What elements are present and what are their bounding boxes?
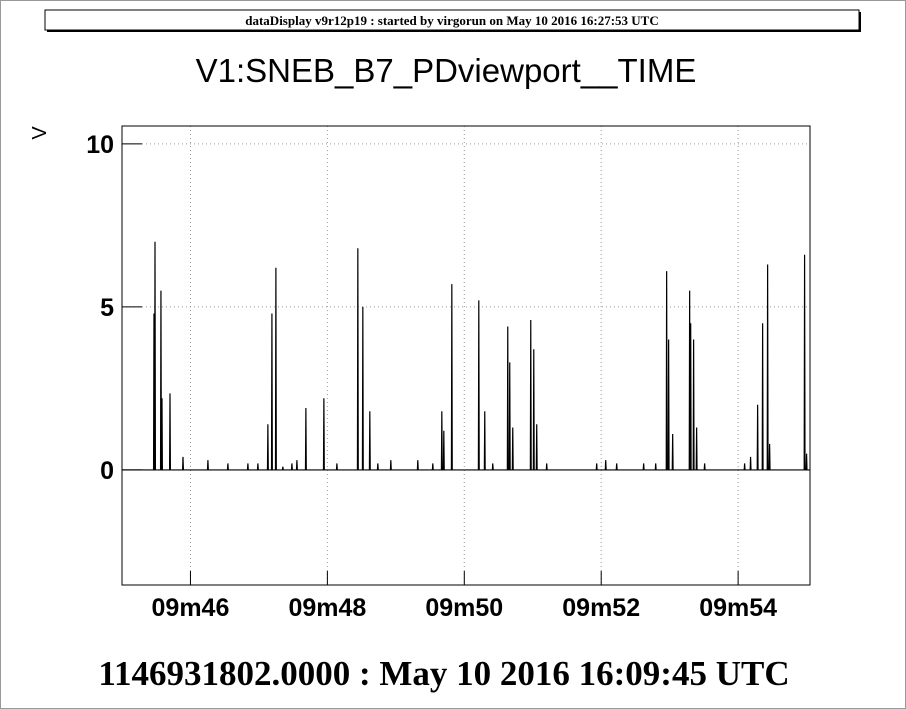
x-axis-label: 1146931802.0000 : May 10 2016 16:09:45 U… <box>98 654 789 693</box>
x-tick-label: 09m54 <box>699 594 777 622</box>
data-line <box>122 241 810 471</box>
header-text: dataDisplay v9r12p19 : started by virgor… <box>245 13 658 28</box>
chart-title: V1:SNEB_B7_PDviewport__TIME <box>196 52 697 89</box>
x-tick-label: 09m46 <box>152 594 230 622</box>
y-axis-label: V <box>29 126 51 140</box>
plot-frame <box>121 125 811 586</box>
header-box <box>44 9 860 31</box>
x-tick-label: 09m50 <box>425 594 503 622</box>
x-tick-label: 09m48 <box>288 594 366 622</box>
plot: 0 5 10 09m46 09m48 09m50 09m52 09m54 <box>86 125 811 622</box>
y-tick-label: 0 <box>100 457 114 485</box>
y-tick-label: 5 <box>100 294 114 322</box>
y-tick-label: 10 <box>86 131 114 159</box>
x-tick-label: 09m52 <box>562 594 640 622</box>
